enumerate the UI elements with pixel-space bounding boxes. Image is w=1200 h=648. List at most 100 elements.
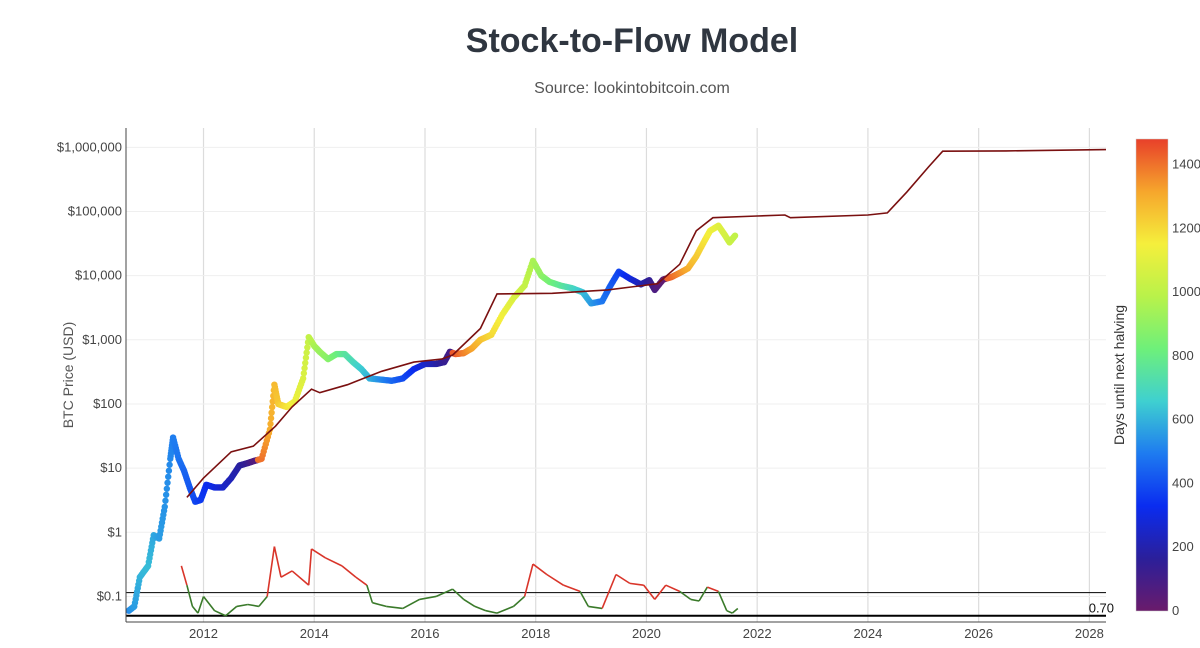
deflection-segment bbox=[307, 548, 313, 586]
deflection-segment bbox=[523, 563, 534, 597]
colorbar-gradient bbox=[1135, 138, 1169, 612]
deflection-segment bbox=[532, 563, 548, 576]
deflection-segment bbox=[731, 607, 739, 614]
deflection-segment bbox=[588, 605, 603, 610]
price-point bbox=[301, 364, 308, 372]
deflection-segment bbox=[690, 598, 700, 602]
price-point bbox=[164, 479, 171, 486]
threshold-label: 0.70 bbox=[1089, 601, 1114, 616]
colorbar-tick-label: 400 bbox=[1172, 475, 1194, 490]
x-tick-label: 2026 bbox=[964, 626, 993, 641]
deflection-segment bbox=[280, 570, 293, 578]
deflection-segment bbox=[679, 590, 692, 601]
y-tick-label: $100 bbox=[93, 396, 122, 411]
price-point bbox=[165, 467, 173, 474]
deflection-segment bbox=[726, 609, 733, 614]
reference-lines bbox=[126, 592, 1106, 617]
deflection-segment bbox=[186, 584, 194, 607]
x-tick-label: 2018 bbox=[521, 626, 550, 641]
x-tick-label: 2022 bbox=[743, 626, 772, 641]
deflection-segment bbox=[341, 565, 357, 578]
deflection-segment bbox=[225, 605, 238, 617]
deflection-segment bbox=[366, 584, 374, 603]
colorbar-tick-label: 600 bbox=[1172, 412, 1194, 427]
colorbar: 0 200 400 600 800 1000 1200 1400 bbox=[1135, 138, 1200, 618]
price-point bbox=[166, 461, 173, 468]
x-tick-label: 2028 bbox=[1075, 626, 1104, 641]
deflection-segment bbox=[236, 603, 248, 608]
price-point bbox=[267, 415, 275, 422]
deflection-segment bbox=[191, 605, 199, 614]
deflection-segment bbox=[258, 595, 268, 607]
deflection-segment bbox=[579, 590, 590, 607]
deflection-segment bbox=[563, 584, 581, 593]
deflection-segment bbox=[180, 565, 188, 586]
deflection-segment bbox=[435, 588, 453, 598]
colorbar-tick-label: 200 bbox=[1172, 539, 1194, 554]
colorbar-tick-label: 1400 bbox=[1172, 157, 1200, 172]
chart-title: Stock-to-Flow Model bbox=[465, 22, 799, 60]
y-tick-label: $10 bbox=[100, 460, 122, 475]
x-tick-label: 2014 bbox=[300, 626, 329, 641]
model-line bbox=[186, 148, 1106, 498]
deflection-segment bbox=[485, 609, 498, 614]
deflection-segment bbox=[707, 586, 719, 593]
axes: 2012 2014 2016 2018 2020 2022 2024 2026 2028 $0.1… bbox=[57, 128, 1106, 641]
deflection-segment bbox=[513, 595, 526, 608]
price-point bbox=[267, 420, 274, 428]
deflection-segment bbox=[266, 546, 276, 597]
price-point bbox=[731, 232, 739, 239]
deflection-segment bbox=[311, 548, 326, 559]
price-point bbox=[302, 359, 309, 367]
y-tick-label: $1 bbox=[108, 524, 122, 539]
deflection-segment bbox=[601, 574, 617, 609]
price-point bbox=[268, 409, 275, 416]
deflection-segment bbox=[654, 584, 667, 600]
price-point bbox=[302, 354, 310, 361]
price-point bbox=[300, 370, 308, 377]
deflection-segment bbox=[665, 584, 681, 593]
chart-subtitle: Source: lookintobitcoin.com bbox=[534, 80, 730, 97]
x-tick-label: 2024 bbox=[853, 626, 882, 641]
x-tick-label: 2012 bbox=[189, 626, 218, 641]
deflection-segment bbox=[717, 591, 728, 612]
deflection-segment bbox=[291, 570, 310, 586]
deflection-segment bbox=[419, 595, 437, 601]
colorbar-tick-label: 0 bbox=[1172, 603, 1179, 618]
annotations: 0.70 bbox=[1089, 601, 1114, 616]
deflection-segment bbox=[386, 605, 403, 610]
price-point bbox=[304, 344, 311, 351]
y-tick-label: $1,000 bbox=[82, 332, 122, 347]
price-point bbox=[163, 485, 171, 492]
price-point bbox=[266, 426, 274, 433]
deflection-segment bbox=[463, 598, 476, 608]
colorbar-tick-label: 800 bbox=[1172, 348, 1194, 363]
colorbar-title: Days until next halving bbox=[1111, 305, 1127, 445]
deflection-segment bbox=[629, 582, 644, 586]
deflection-segment bbox=[324, 557, 343, 567]
price-point bbox=[162, 497, 169, 504]
price-point bbox=[303, 349, 310, 356]
price-point bbox=[161, 503, 168, 510]
y-axis-title: BTC Price (USD) bbox=[60, 322, 76, 429]
deflection-segment bbox=[202, 595, 216, 612]
deflection-segment bbox=[643, 584, 656, 600]
y-tick-label: $0.1 bbox=[97, 588, 122, 603]
grid-lines bbox=[126, 128, 1106, 622]
y-tick-label: $1,000,000 bbox=[57, 139, 122, 154]
price-point bbox=[299, 375, 307, 382]
colorbar-tick-label: 1000 bbox=[1172, 284, 1200, 299]
y-tick-label: $10,000 bbox=[75, 268, 122, 283]
colorbar-tick-label: 1200 bbox=[1172, 220, 1200, 235]
series-layer bbox=[126, 148, 1106, 617]
deflection-segment bbox=[214, 609, 226, 617]
deflection-segment bbox=[474, 605, 487, 612]
deflection-segment bbox=[698, 586, 709, 602]
deflection-segment bbox=[615, 573, 631, 585]
deflection-segment bbox=[496, 605, 514, 614]
x-tick-label: 2020 bbox=[632, 626, 661, 641]
deflection-segment bbox=[452, 588, 465, 600]
price-point bbox=[162, 491, 170, 498]
deflection-segment bbox=[372, 601, 387, 608]
